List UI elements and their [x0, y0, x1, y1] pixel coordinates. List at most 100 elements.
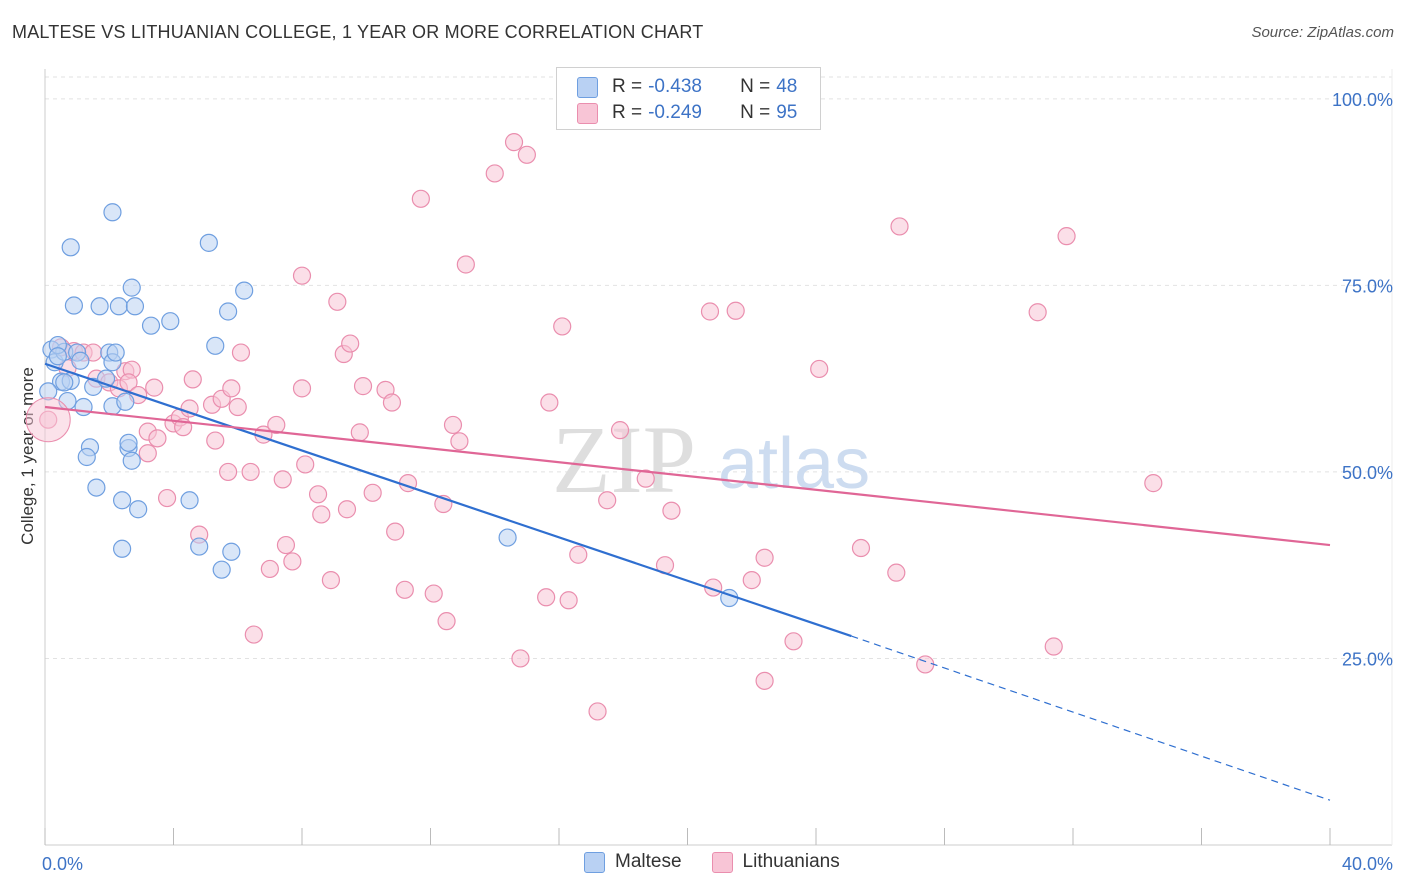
point-lithuanians-86 — [810, 359, 829, 379]
point-lithuanians-32 — [244, 625, 263, 644]
point-lithuanians-66 — [511, 649, 530, 668]
point-lithuanians-42 — [308, 485, 328, 504]
point-lithuanians-90 — [916, 655, 935, 674]
legend-row-lithuanians: R = -0.249 N = 95 — [577, 101, 797, 125]
point-lithuanians-57 — [411, 189, 430, 208]
point-lithuanians-50 — [353, 377, 373, 396]
lithuanians-r-label: R = — [612, 102, 643, 123]
maltese-r-label: R = — [612, 76, 643, 97]
point-lithuanians-89 — [890, 217, 909, 236]
point-lithuanians-74 — [598, 491, 617, 510]
point-maltese-29 — [190, 537, 209, 556]
point-lithuanians-93 — [1057, 227, 1076, 246]
point-lithuanians-92 — [1044, 637, 1063, 656]
point-maltese-7 — [74, 397, 93, 417]
gridlines — [45, 76, 1392, 659]
point-lithuanians-25 — [206, 431, 225, 450]
maltese-n-label: N = — [740, 76, 771, 97]
point-lithuanians-60 — [437, 612, 456, 631]
lithuanians-swatch — [577, 102, 598, 124]
legend-item-lithuanians[interactable]: Lithuanians — [711, 851, 840, 873]
tick-labels: 25.0% 50.0% 75.0% 100.0% 0.0% 40.0% — [42, 90, 1393, 874]
point-lithuanians-51 — [363, 483, 382, 502]
point-maltese-10 — [87, 478, 106, 497]
point-lithuanians-64 — [485, 164, 504, 183]
point-lithuanians-63 — [456, 255, 475, 274]
point-lithuanians-cluster — [25, 397, 71, 443]
point-maltese-45 — [71, 351, 90, 370]
y-tick-label-100: 100.0% — [1332, 90, 1393, 110]
y-tick-label-50: 50.0% — [1342, 463, 1393, 483]
point-maltese-9 — [84, 377, 103, 396]
point-maltese-46 — [106, 343, 125, 362]
point-lithuanians-15 — [145, 378, 164, 397]
point-lithuanians-76 — [636, 469, 655, 488]
point-lithuanians-34 — [260, 559, 279, 579]
correlation-legend: R = -0.438 N = 48 R = -0.249 N = 95 — [556, 67, 821, 130]
point-lithuanians-56 — [395, 580, 414, 599]
point-maltese-15 — [109, 297, 128, 316]
trend-line-lithuanians — [44, 405, 1331, 547]
point-lithuanians-68 — [537, 588, 556, 607]
maltese-swatch — [577, 76, 598, 98]
point-maltese-31 — [206, 336, 225, 355]
point-maltese-35 — [235, 281, 254, 300]
point-lithuanians-62 — [450, 432, 469, 451]
point-lithuanians-75 — [610, 421, 630, 440]
point-lithuanians-28 — [222, 379, 241, 398]
point-lithuanians-69 — [540, 393, 559, 412]
point-maltese-32 — [212, 560, 231, 579]
point-lithuanians-65 — [504, 133, 524, 152]
point-lithuanians-29 — [228, 397, 247, 417]
point-maltese-11 — [90, 297, 109, 316]
point-lithuanians-45 — [328, 292, 347, 311]
point-lithuanians-49 — [350, 423, 369, 442]
lithuanians-legend-label: Lithuanians — [742, 851, 840, 872]
y-tick-label-25: 25.0% — [1342, 649, 1393, 669]
x-tick-label-max: 40.0% — [1342, 854, 1393, 874]
point-maltese-27 — [161, 312, 180, 331]
point-lithuanians-39 — [292, 379, 312, 398]
point-lithuanians-43 — [312, 505, 331, 524]
point-maltese-25 — [129, 500, 148, 519]
point-lithuanians-71 — [559, 591, 578, 610]
point-maltese-36 — [498, 528, 517, 547]
point-maltese-6 — [64, 296, 84, 315]
point-maltese-16 — [103, 203, 122, 222]
series-legend: Maltese Lithuanians — [584, 851, 870, 873]
point-lithuanians-54 — [386, 522, 405, 541]
point-maltese-17 — [116, 392, 135, 411]
point-lithuanians-73 — [588, 702, 607, 721]
point-lithuanians-70 — [553, 317, 572, 336]
point-maltese-19 — [112, 539, 132, 558]
point-maltese-26 — [141, 316, 161, 335]
point-lithuanians-58 — [424, 584, 443, 603]
point-maltese-23 — [122, 278, 141, 297]
point-maltese-28 — [180, 491, 199, 510]
point-lithuanians-78 — [662, 501, 681, 520]
point-lithuanians-14 — [138, 444, 157, 463]
point-lithuanians-37 — [276, 535, 296, 555]
point-lithuanians-47 — [341, 334, 360, 353]
point-lithuanians-30 — [231, 343, 251, 362]
maltese-n-value: 48 — [776, 76, 798, 97]
point-maltese-5 — [61, 238, 80, 257]
point-maltese-18 — [112, 491, 132, 510]
point-maltese-22 — [122, 451, 141, 470]
legend-item-maltese[interactable]: Maltese — [584, 851, 682, 873]
point-maltese-47 — [48, 347, 67, 366]
point-lithuanians-67 — [517, 145, 536, 164]
maltese-legend-label: Maltese — [615, 851, 682, 872]
point-lithuanians-31 — [241, 462, 260, 482]
lithuanians-r-value: -0.249 — [648, 102, 702, 123]
watermark-atlas: atlas — [718, 424, 870, 504]
point-lithuanians-91 — [1028, 303, 1047, 322]
point-lithuanians-83 — [755, 548, 774, 567]
point-lithuanians-27 — [219, 462, 238, 482]
point-lithuanians-79 — [700, 302, 720, 321]
point-maltese-33 — [219, 302, 238, 321]
point-maltese-40 — [55, 373, 74, 392]
maltese-legend-swatch — [584, 851, 605, 873]
trend-lines — [44, 362, 1331, 801]
